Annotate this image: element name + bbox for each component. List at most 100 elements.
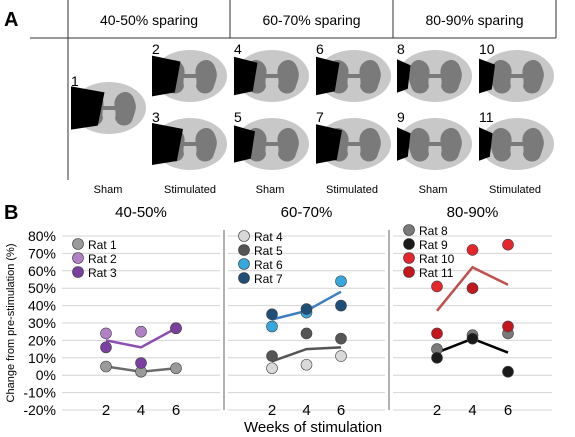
x-tick-label: 2	[268, 402, 276, 419]
legend-marker	[403, 224, 415, 236]
section-number: 9	[397, 109, 405, 125]
data-point	[335, 299, 347, 312]
legend-marker	[238, 258, 250, 270]
data-point	[266, 350, 278, 362]
gray-matter-right	[522, 59, 544, 94]
legend-label: Rat 4	[254, 230, 283, 244]
y-tick-label: 80%	[28, 228, 56, 244]
x-tick-label: 2	[102, 402, 110, 419]
gray-matter-right	[440, 127, 462, 162]
section-number: 8	[397, 41, 405, 57]
chart-title: 40-50%	[115, 204, 167, 221]
panel-a-label: A	[4, 9, 18, 31]
spinal-cord-section	[152, 50, 227, 102]
x-tick-label: 4	[468, 402, 476, 419]
section-number: 2	[152, 41, 160, 57]
y-tick-label: -20%	[23, 402, 56, 418]
section-number: 11	[479, 109, 494, 125]
lesion-area	[479, 58, 495, 94]
gray-commissure	[510, 74, 524, 78]
data-point	[466, 282, 479, 295]
data-point	[466, 244, 479, 256]
gray-commissure	[102, 106, 116, 110]
section-number: 5	[234, 109, 242, 125]
gray-matter-left	[408, 59, 430, 94]
legend-marker	[403, 238, 415, 250]
legend-marker	[72, 238, 84, 250]
lesion-area	[71, 86, 105, 130]
data-point	[170, 362, 182, 375]
condition-label-stimulated: Stimulated	[489, 184, 541, 196]
data-point	[431, 327, 443, 340]
legend-label: Rat 3	[88, 266, 117, 280]
chart-title: 60-70%	[281, 204, 333, 221]
condition-label-stimulated: Stimulated	[164, 184, 216, 196]
spinal-cord-section	[316, 50, 391, 102]
data-point	[266, 320, 278, 333]
gray-matter-right	[195, 127, 217, 162]
lesion-area	[234, 56, 258, 96]
data-point	[300, 303, 313, 315]
gray-matter-left	[490, 127, 512, 162]
gray-matter-right	[277, 59, 299, 94]
gray-commissure	[347, 142, 361, 146]
chart-title: 80-90%	[447, 204, 499, 221]
y-tick-label: 30%	[28, 315, 56, 331]
legend-label: Rat 6	[254, 258, 283, 272]
lesion-area	[397, 59, 411, 93]
lesion-area	[316, 124, 342, 164]
gray-matter-right	[440, 59, 462, 94]
trend-line	[271, 346, 342, 363]
y-tick-label: 0%	[36, 367, 56, 383]
group-title: 80-90% sparing	[425, 12, 523, 28]
section-number: 7	[316, 109, 324, 125]
x-axis-label: Weeks of stimulation	[244, 419, 382, 436]
data-point	[135, 325, 147, 338]
data-point	[335, 275, 347, 288]
spinal-cord-section	[234, 118, 309, 170]
data-point	[266, 362, 278, 375]
spinal-cord-section	[397, 50, 472, 102]
gray-commissure	[347, 74, 361, 78]
lesion-area	[152, 123, 183, 165]
group-title: 60-70% sparing	[262, 12, 360, 28]
spinal-cord-section	[152, 118, 227, 170]
legend-label: Rat 10	[419, 252, 455, 266]
spinal-cord-section	[234, 50, 309, 102]
lesion-area	[152, 55, 181, 97]
gray-matter-left	[408, 127, 430, 162]
data-point	[170, 322, 182, 335]
spinal-cord-section	[316, 118, 391, 170]
panel-b: -20%-10% 0%10% 20%30%40% 50%60% 70%80% 40-50%…	[23, 204, 552, 419]
y-tick-label: 50%	[28, 280, 56, 296]
section-number: 4	[234, 41, 242, 57]
legend-marker	[238, 230, 250, 242]
trend-line	[436, 265, 509, 312]
data-point	[431, 280, 443, 293]
legend-label: Rat 7	[254, 272, 283, 286]
spinal-cord-section	[71, 82, 146, 134]
y-tick-label: -10%	[23, 385, 56, 401]
panel-b-label: B	[4, 202, 18, 224]
gray-matter-right	[522, 127, 544, 162]
gray-commissure	[428, 142, 442, 146]
y-tick-label: 10%	[28, 350, 56, 366]
gray-matter-left	[490, 59, 512, 94]
legend-marker	[72, 266, 84, 278]
data-point	[135, 357, 147, 369]
legend-label: Rat 5	[254, 244, 283, 258]
data-point	[431, 351, 443, 364]
lesion-area	[397, 127, 411, 161]
data-point	[266, 308, 278, 321]
data-point	[502, 320, 514, 333]
gray-commissure	[265, 74, 279, 78]
x-tick-label: 4	[137, 402, 145, 419]
gray-commissure	[183, 142, 197, 146]
spinal-cord-section	[479, 118, 554, 170]
condition-label-sham: Sham	[256, 184, 285, 196]
data-point	[100, 360, 112, 373]
legend-marker	[403, 252, 415, 264]
legend-label: Rat 2	[88, 252, 117, 266]
lesion-area	[479, 127, 493, 161]
y-tick-label: 20%	[28, 332, 56, 348]
